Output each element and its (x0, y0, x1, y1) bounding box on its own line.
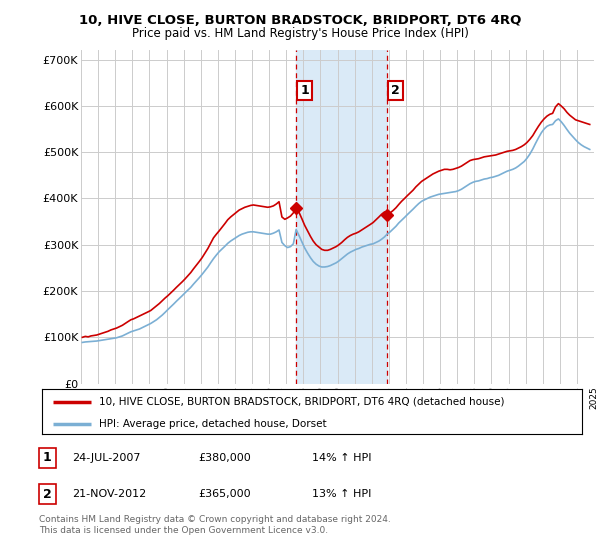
Text: Contains HM Land Registry data © Crown copyright and database right 2024.
This d: Contains HM Land Registry data © Crown c… (39, 515, 391, 535)
Text: £365,000: £365,000 (198, 489, 251, 499)
Bar (296, 50, 387, 384)
Text: 2: 2 (391, 84, 400, 97)
Text: 1: 1 (43, 451, 52, 464)
Text: 14% ↑ HPI: 14% ↑ HPI (312, 453, 371, 463)
Text: 10, HIVE CLOSE, BURTON BRADSTOCK, BRIDPORT, DT6 4RQ: 10, HIVE CLOSE, BURTON BRADSTOCK, BRIDPO… (79, 14, 521, 27)
Text: 21-NOV-2012: 21-NOV-2012 (72, 489, 146, 499)
Text: £380,000: £380,000 (198, 453, 251, 463)
Text: 24-JUL-2007: 24-JUL-2007 (72, 453, 140, 463)
Text: 13% ↑ HPI: 13% ↑ HPI (312, 489, 371, 499)
Text: 10, HIVE CLOSE, BURTON BRADSTOCK, BRIDPORT, DT6 4RQ (detached house): 10, HIVE CLOSE, BURTON BRADSTOCK, BRIDPO… (98, 396, 504, 407)
Text: 1: 1 (301, 84, 309, 97)
Text: Price paid vs. HM Land Registry's House Price Index (HPI): Price paid vs. HM Land Registry's House … (131, 27, 469, 40)
Text: HPI: Average price, detached house, Dorset: HPI: Average price, detached house, Dors… (98, 419, 326, 429)
Text: 2: 2 (43, 488, 52, 501)
